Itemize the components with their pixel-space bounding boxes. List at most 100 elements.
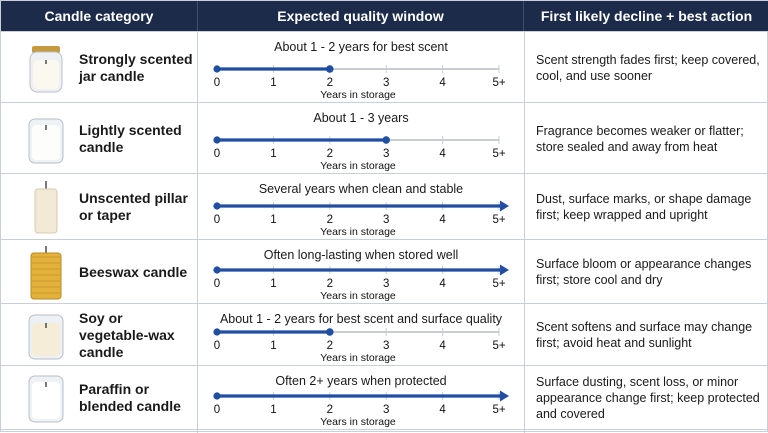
soy-candle-icon bbox=[15, 305, 77, 365]
candle-category-name: Beeswax candle bbox=[79, 263, 188, 280]
axis-label: Years in storage bbox=[320, 160, 396, 172]
column-divider bbox=[197, 174, 198, 239]
quality-window-text: About 1 - 2 years for best scent bbox=[274, 40, 448, 54]
axis-tick-label: 1 bbox=[270, 214, 276, 226]
scented-jar-candle-icon bbox=[15, 38, 77, 98]
axis-tick-label: 0 bbox=[214, 404, 220, 416]
years-timeline: 0 1 2 3 4 5+ Years in storage bbox=[206, 194, 514, 238]
pillar-candle-icon bbox=[15, 177, 77, 237]
column-divider bbox=[524, 366, 525, 429]
column-divider bbox=[197, 32, 198, 102]
quality-window-text: About 1 - 3 years bbox=[313, 111, 409, 125]
years-timeline: 0 1 2 3 4 5+ Years in storage bbox=[206, 57, 514, 101]
candle-category-name: Unscented pillar or taper bbox=[79, 190, 188, 223]
range-start-dot bbox=[213, 328, 221, 336]
axis-tick-label: 2 bbox=[327, 214, 333, 226]
axis-tick-label: 0 bbox=[214, 214, 220, 226]
axis-tick-label: 3 bbox=[383, 340, 389, 352]
range-start-dot bbox=[213, 136, 221, 144]
timeline-chart: 0 1 2 3 4 5+ Years in storage bbox=[213, 200, 509, 238]
table-row: Unscented pillar or taper Several years w… bbox=[1, 173, 768, 239]
range-arrowhead bbox=[500, 390, 509, 402]
timeline-chart: 0 1 2 3 4 5+ Years in storage bbox=[213, 65, 506, 101]
range-end-dot bbox=[382, 136, 390, 144]
table-row: Soy or vegetable-wax candle About 1 - 2 y… bbox=[1, 303, 768, 365]
range-start-dot bbox=[213, 65, 221, 73]
axis-tick-label: 5+ bbox=[492, 148, 505, 160]
decline-and-action-text: Fragrance becomes weaker or flatter; sto… bbox=[536, 123, 744, 154]
column-divider bbox=[524, 240, 525, 303]
column-divider bbox=[524, 32, 525, 102]
axis-tick-label: 4 bbox=[439, 340, 446, 352]
table-row: Strongly scented jar candle About 1 - 2 y… bbox=[1, 31, 768, 102]
timeline-chart: 0 1 2 3 4 5+ Years in storage bbox=[213, 390, 509, 428]
candle-category-name: Paraffin or blended candle bbox=[79, 381, 181, 414]
header-quality-window: Expected quality window bbox=[197, 1, 524, 31]
glass-candle-icon bbox=[15, 109, 77, 169]
axis-tick-label: 4 bbox=[439, 278, 446, 290]
axis-tick-label: 3 bbox=[383, 77, 389, 89]
decline-and-action-text: Dust, surface marks, or shape damage fir… bbox=[536, 192, 752, 222]
axis-label: Years in storage bbox=[320, 226, 396, 238]
table-row: Beeswax candle Often long-lasting when st… bbox=[1, 239, 768, 303]
axis-tick-label: 3 bbox=[383, 278, 389, 290]
axis-tick-label: 4 bbox=[439, 214, 446, 226]
years-timeline: 0 1 2 3 4 5+ Years in storage bbox=[206, 320, 514, 364]
axis-tick-label: 1 bbox=[270, 340, 276, 352]
years-timeline: 0 1 2 3 4 5+ Years in storage bbox=[206, 128, 514, 172]
axis-label: Years in storage bbox=[320, 290, 396, 302]
candle-category-name: Strongly scented jar candle bbox=[79, 50, 193, 84]
axis-tick-label: 2 bbox=[327, 340, 333, 352]
candle-category-name: Lightly scented candle bbox=[79, 121, 182, 155]
axis-tick-label: 4 bbox=[439, 148, 446, 160]
axis-tick-label: 0 bbox=[214, 278, 220, 290]
axis-tick-label: 1 bbox=[270, 404, 276, 416]
range-start-dot bbox=[213, 202, 221, 210]
column-divider bbox=[197, 366, 198, 429]
axis-tick-label: 5+ bbox=[492, 340, 505, 352]
range-start-dot bbox=[213, 392, 221, 400]
years-timeline: 0 1 2 3 4 5+ Years in storage bbox=[206, 258, 514, 302]
table-header: Candle category Expected quality window … bbox=[1, 1, 768, 31]
timeline-chart: 0 1 2 3 4 5+ Years in storage bbox=[213, 136, 506, 172]
axis-tick-label: 5+ bbox=[492, 214, 505, 226]
axis-tick-label: 2 bbox=[327, 278, 333, 290]
axis-label: Years in storage bbox=[320, 416, 396, 428]
axis-tick-label: 5+ bbox=[492, 278, 505, 290]
axis-tick-label: 3 bbox=[383, 214, 389, 226]
axis-tick-label: 1 bbox=[270, 77, 276, 89]
column-divider bbox=[524, 304, 525, 365]
candle-category-name: Soy or vegetable-wax candle bbox=[79, 309, 175, 360]
column-divider bbox=[197, 304, 198, 365]
quality-window-text: About 1 - 2 years for best scent and sur… bbox=[219, 312, 503, 326]
decline-and-action-text: Surface bloom or appearance changes firs… bbox=[536, 257, 752, 287]
axis-tick-label: 5+ bbox=[492, 404, 505, 416]
axis-tick-label: 4 bbox=[439, 77, 446, 89]
axis-tick-label: 4 bbox=[439, 404, 446, 416]
axis-label: Years in storage bbox=[320, 89, 396, 101]
timeline-chart: 0 1 2 3 4 5+ Years in storage bbox=[213, 328, 506, 364]
axis-tick-label: 0 bbox=[214, 340, 220, 352]
timeline-chart: 0 1 2 3 4 5+ Years in storage bbox=[213, 264, 509, 302]
range-arrowhead bbox=[500, 200, 509, 212]
header-candle-category: Candle category bbox=[44, 8, 154, 24]
range-arrowhead bbox=[500, 264, 509, 276]
axis-tick-label: 1 bbox=[270, 148, 276, 160]
axis-label: Years in storage bbox=[320, 352, 396, 364]
axis-tick-label: 3 bbox=[383, 404, 389, 416]
table-row: Paraffin or blended candle Often 2+ years… bbox=[1, 365, 768, 429]
decline-and-action-text: Scent softens and surface may change fir… bbox=[536, 320, 753, 350]
axis-tick-label: 1 bbox=[270, 278, 276, 290]
paraffin-candle-icon bbox=[15, 368, 77, 428]
quality-window-text: Often 2+ years when protected bbox=[275, 374, 447, 388]
column-divider bbox=[524, 174, 525, 239]
axis-tick-label: 0 bbox=[214, 148, 220, 160]
range-end-dot bbox=[326, 65, 334, 73]
axis-tick-label: 2 bbox=[327, 404, 333, 416]
axis-tick-label: 5+ bbox=[492, 77, 505, 89]
beeswax-candle-icon bbox=[15, 242, 77, 302]
decline-and-action-text: Surface dusting, scent loss, or minor ap… bbox=[536, 375, 760, 421]
table-row: Lightly scented candle About 1 - 3 years 0… bbox=[1, 102, 768, 173]
axis-tick-label: 2 bbox=[327, 77, 333, 89]
